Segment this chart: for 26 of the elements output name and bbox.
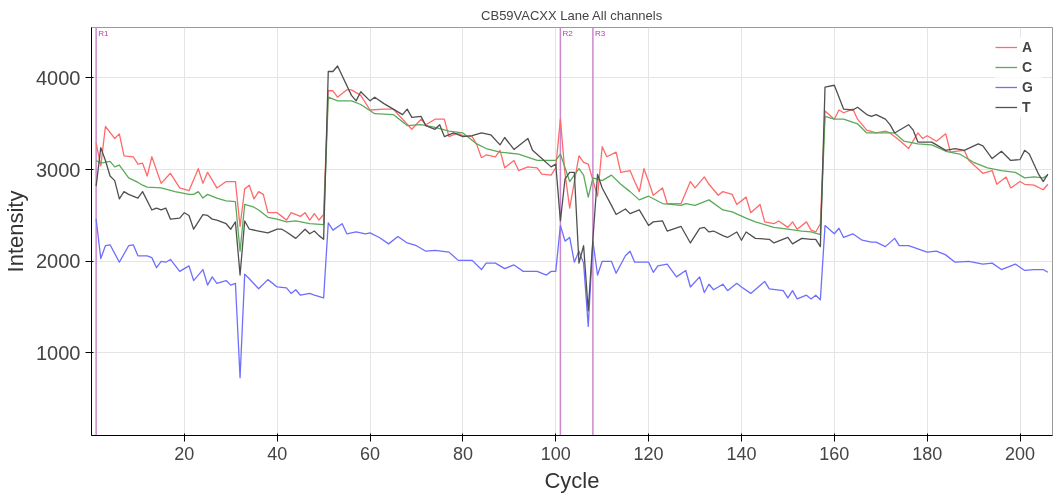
x-tick-label: 200 <box>1004 443 1036 464</box>
x-tick-label: 40 <box>267 443 288 464</box>
y-tick-label: 4000 <box>36 66 81 89</box>
y-tick-label: 2000 <box>36 250 81 273</box>
y-axis-title: Intensity <box>3 190 29 273</box>
line-series <box>95 218 1049 379</box>
x-tick-label: 160 <box>819 443 850 464</box>
x-tick-label: 80 <box>452 443 473 464</box>
y-tick-label: 1000 <box>36 341 81 364</box>
chart-title: CB59VACXX Lane All channels <box>481 7 663 23</box>
x-tick-label: 120 <box>633 443 664 464</box>
x-tick-label: 140 <box>726 443 757 464</box>
x-tick-label: 100 <box>540 443 571 464</box>
legend-label: T <box>1022 99 1032 115</box>
legend-label: A <box>1022 39 1034 55</box>
x-tick-label: 180 <box>912 443 943 464</box>
ref-line-label: R3 <box>594 28 606 38</box>
x-tick-label: 20 <box>174 443 195 464</box>
legend-label: C <box>1022 59 1034 75</box>
ref-line-label: R2 <box>562 28 574 38</box>
line-series <box>95 96 1049 252</box>
ref-line-label: R1 <box>98 28 109 38</box>
x-tick-label: 60 <box>360 443 381 464</box>
legend-label: G <box>1022 79 1034 95</box>
x-axis-title: Cycle <box>544 467 600 493</box>
y-tick-label: 3000 <box>36 158 81 181</box>
